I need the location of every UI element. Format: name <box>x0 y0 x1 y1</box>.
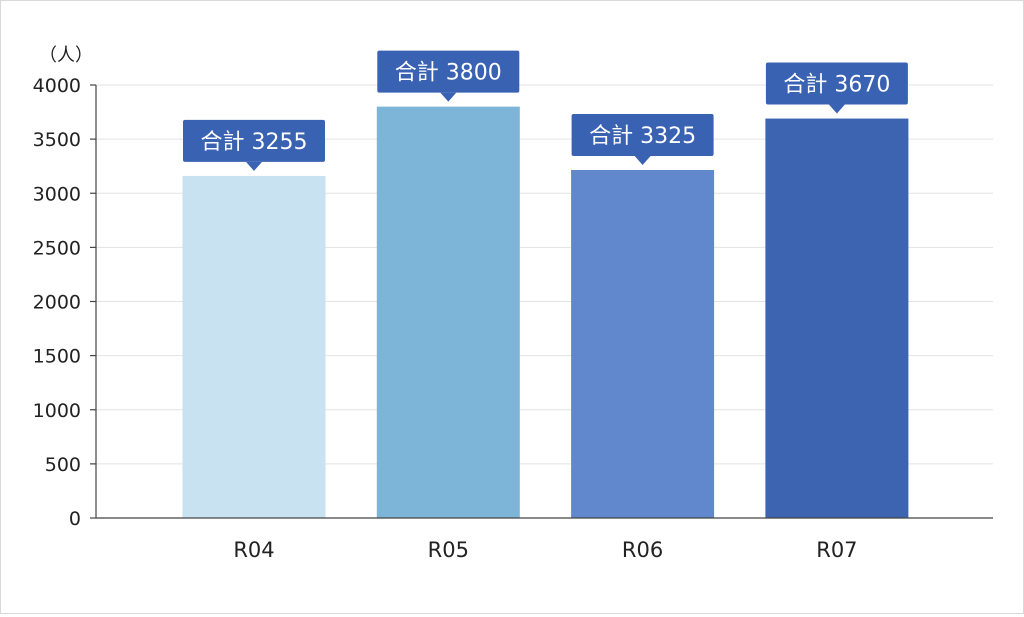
x-axis-tick-labels: R04 R05 R06 R07 <box>233 538 857 562</box>
callout-pointer <box>634 155 651 165</box>
total-callout-r04: 合計 3255 <box>183 119 325 171</box>
x-tick-label: R07 <box>816 538 857 562</box>
bar-r04 <box>182 175 326 518</box>
callout-total-label: 合計 3800 <box>395 61 502 86</box>
bars <box>182 106 909 519</box>
y-tick-label: 2000 <box>33 292 81 314</box>
callout-box <box>183 119 325 162</box>
y-tick-label: 500 <box>45 454 81 476</box>
callout-pointer <box>246 161 262 171</box>
y-tick-label: 3500 <box>33 129 81 151</box>
total-callout-r07: 合計 3670 <box>765 62 908 114</box>
x-tick-label: R04 <box>233 538 274 562</box>
bar-r07 <box>765 118 909 519</box>
bar-r05 <box>376 106 520 519</box>
y-axis-unit-label: （人） <box>39 45 93 66</box>
callout-total-label: 合計 3255 <box>201 130 308 155</box>
bar-r06 <box>571 169 715 518</box>
y-tick-label: 2500 <box>33 237 81 259</box>
y-axis-ticks: 0 500 1000 1500 2000 2500 3000 3500 4000 <box>33 75 96 530</box>
callout-total-label: 合計 3670 <box>783 73 890 98</box>
callout-box <box>765 62 908 105</box>
y-tick-label: 4000 <box>33 75 81 97</box>
callout-box <box>377 50 520 93</box>
callout-pointer <box>828 104 845 114</box>
callout-box <box>571 113 714 156</box>
callout-total-label: 合計 3325 <box>589 124 696 149</box>
total-callouts: 合計 3255 合計 3800 合計 3325 合計 3670 <box>183 50 908 171</box>
total-callout-r05: 合計 3800 <box>377 50 520 102</box>
y-tick-label: 3000 <box>33 183 81 205</box>
x-tick-label: R05 <box>428 538 469 562</box>
y-tick-label: 1500 <box>33 346 81 368</box>
callout-pointer <box>440 92 457 102</box>
total-callout-r06: 合計 3325 <box>571 113 714 165</box>
x-tick-label: R06 <box>622 538 663 562</box>
y-tick-label: 0 <box>69 508 81 530</box>
y-tick-label: 1000 <box>33 400 81 422</box>
